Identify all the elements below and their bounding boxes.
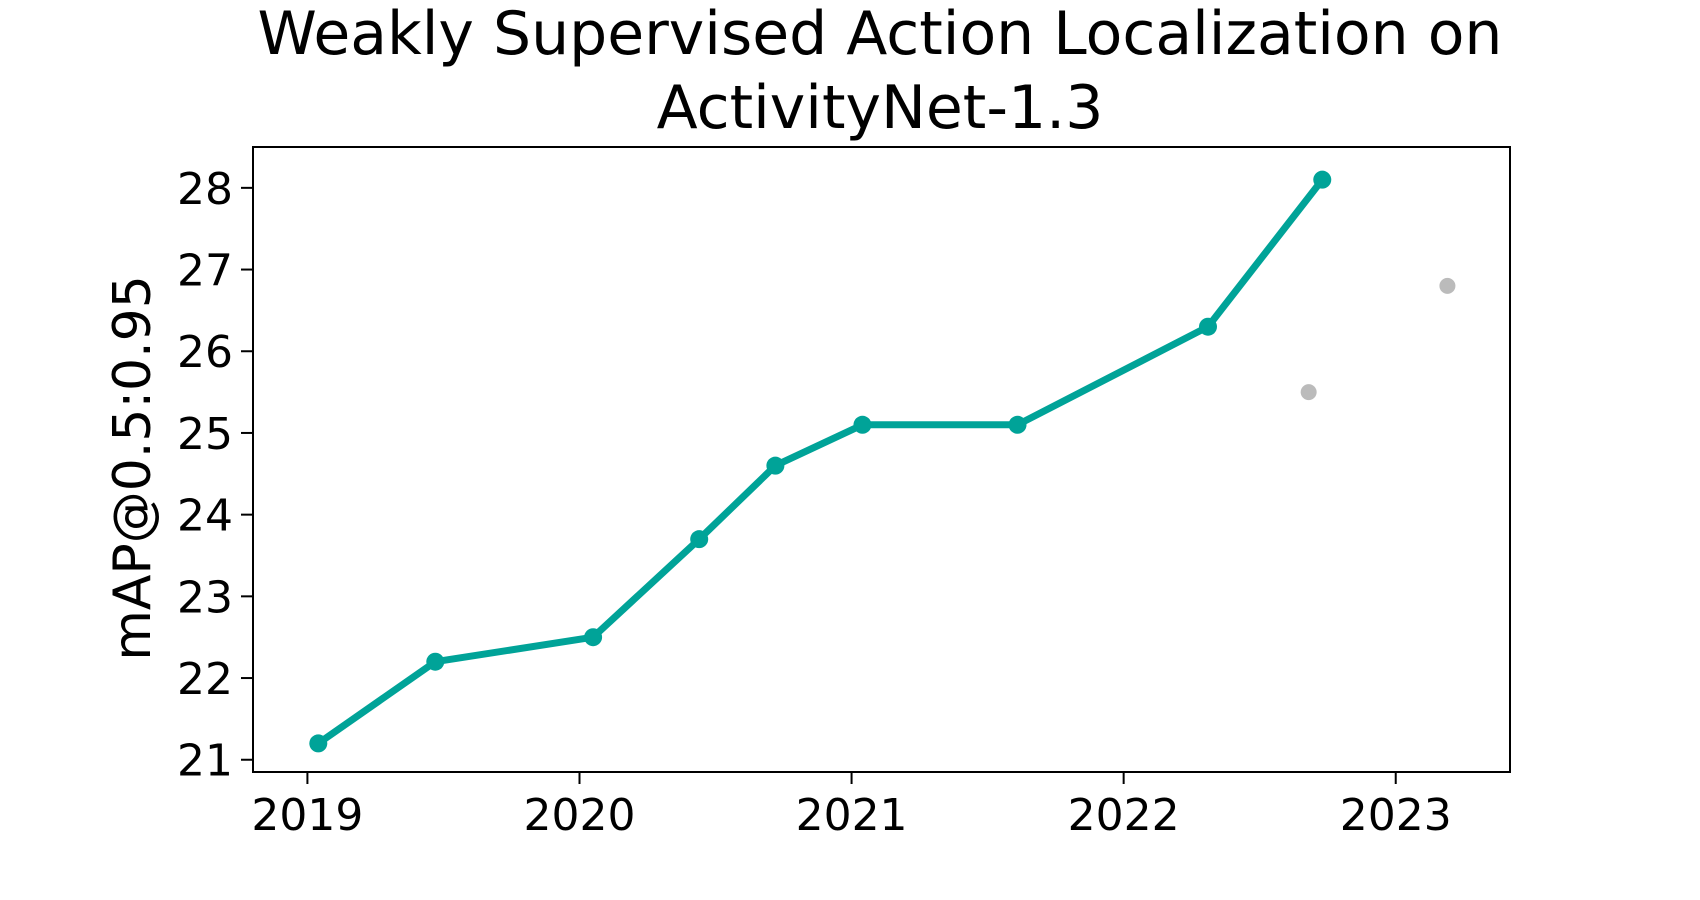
series-point [766,456,785,475]
chart-title-line1: Weakly Supervised Action Localization on [258,0,1503,69]
x-tick-label: 2021 [796,790,908,841]
y-axis: 21 22 23 24 25 26 27 28 [177,164,253,787]
y-tick-label: 26 [177,327,233,378]
series-layer [309,170,1332,753]
plot-area [252,146,1511,773]
chart-title-line2: ActivityNet-1.3 [657,73,1104,143]
series-point [426,652,445,671]
y-tick-label: 23 [177,572,233,623]
y-tick-label: 22 [177,654,233,705]
y-tick-label: 24 [177,491,233,542]
y-tick-label: 25 [177,409,233,460]
series-point [690,530,709,549]
y-axis-label: mAP@0.5:0.95 [103,275,163,661]
series-point [1008,415,1027,434]
series-point [853,415,872,434]
other-points-layer [1300,277,1456,401]
other-point [1300,384,1317,401]
y-tick-label: 28 [177,164,233,215]
series-point [584,628,603,647]
x-tick-label: 2019 [251,790,363,841]
x-tick-label: 2023 [1340,790,1452,841]
x-tick-label: 2020 [524,790,636,841]
series-point [309,734,328,753]
series-point [1313,170,1332,189]
x-tick-label: 2022 [1068,790,1180,841]
other-point [1439,277,1456,294]
y-tick-label: 27 [177,246,233,297]
x-axis: 2019 2020 2021 2022 2023 [251,772,1452,841]
series-point [1198,317,1217,336]
y-tick-label: 21 [177,736,233,787]
